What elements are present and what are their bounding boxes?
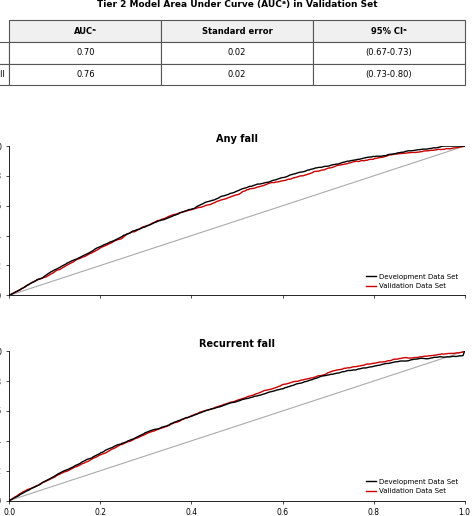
Legend: Development Data Set, Validation Data Set: Development Data Set, Validation Data Se… (363, 271, 461, 292)
Title: Tier 2 Model Area Under Curve (AUCᵃ) in Validation Set: Tier 2 Model Area Under Curve (AUCᵃ) in … (97, 0, 377, 9)
Title: Any fall: Any fall (216, 134, 258, 144)
Title: Recurrent fall: Recurrent fall (199, 339, 275, 349)
Legend: Development Data Set, Validation Data Set: Development Data Set, Validation Data Se… (363, 476, 461, 497)
